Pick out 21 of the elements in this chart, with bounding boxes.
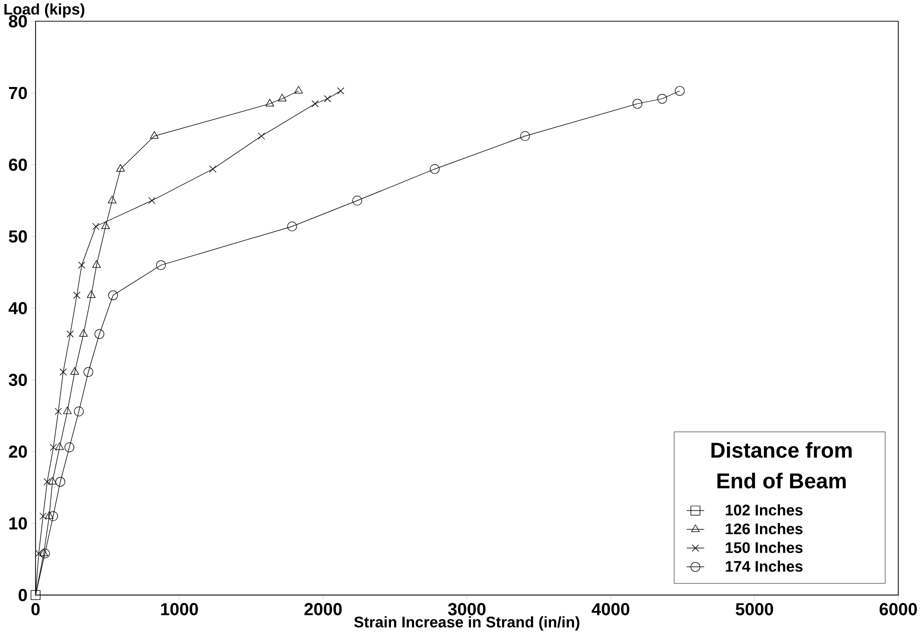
y-tick-label: 70 bbox=[9, 86, 27, 100]
y-tick-label: 40 bbox=[8, 302, 27, 314]
x-tick-label: 6000 bbox=[880, 603, 917, 616]
x-tick-label: 0 bbox=[31, 603, 40, 616]
x-tick-label: 1000 bbox=[161, 603, 198, 616]
legend-label: 150 Inches bbox=[726, 542, 803, 554]
y-tick-label: 0 bbox=[18, 588, 27, 602]
x-tick-label: 2000 bbox=[304, 603, 342, 616]
x-tick-label: 3000 bbox=[448, 603, 486, 616]
x-axis-title: Strain Increase in Strand (in/in) bbox=[354, 616, 580, 631]
legend-label: 102 Inches bbox=[726, 504, 803, 516]
y-tick-label: 20 bbox=[8, 446, 27, 458]
legend-label: 174 Inches bbox=[726, 560, 803, 572]
y-tick-label: 60 bbox=[8, 158, 27, 171]
y-tick-label: 10 bbox=[9, 517, 27, 530]
y-tick-label: 50 bbox=[8, 230, 27, 243]
x-tick-label: 4000 bbox=[592, 603, 630, 616]
legend-title: Distance from End of Beam bbox=[711, 442, 852, 489]
y-tick-label: 30 bbox=[8, 374, 27, 386]
x-tick-label: 5000 bbox=[736, 603, 774, 616]
legend-label: 126 Inches bbox=[726, 523, 803, 534]
